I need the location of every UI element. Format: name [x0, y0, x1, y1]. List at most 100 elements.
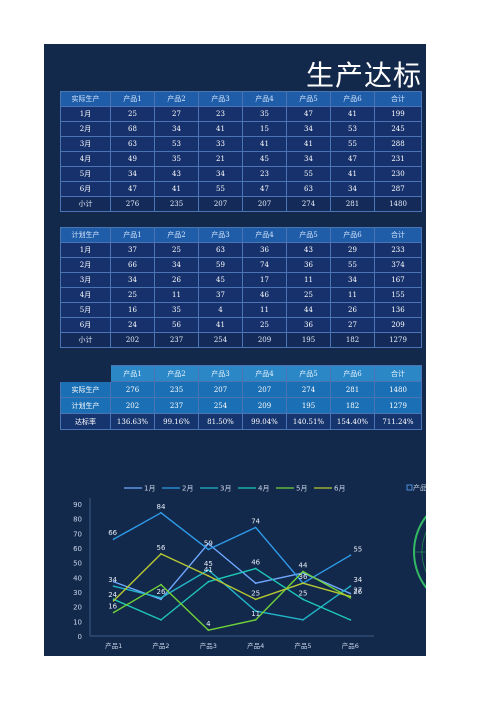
y-tick-label: 30: [73, 589, 82, 597]
table-row: 计划生产 202 237 254 209 195 182 1279: [60, 397, 422, 414]
table-cell: 202: [110, 397, 155, 414]
table-cell: 25: [242, 317, 287, 333]
table-row: 1月 37 25 63 36 43 29 233: [60, 242, 422, 258]
data-point: [160, 583, 162, 586]
table-cell: 27: [154, 106, 199, 122]
page-title: 生产达标: [306, 59, 423, 92]
table-row: 4月 49 35 21 45 34 47 231: [60, 151, 422, 167]
data-label: 55: [353, 545, 362, 553]
table-cell: 237: [154, 332, 199, 348]
table-cell: 25: [110, 287, 155, 303]
table-cell: 136.63%: [110, 413, 155, 430]
table-cell: 34: [286, 121, 331, 137]
table-cell: 27: [330, 317, 375, 333]
table-cell: 140.51%: [286, 413, 331, 430]
data-point: [160, 552, 162, 555]
table-cell: 43: [154, 166, 199, 182]
data-point: [302, 570, 304, 573]
table-cell: 产品1: [110, 227, 155, 243]
legend-label: 6月: [334, 485, 345, 493]
table-cell: 产品4: [242, 365, 287, 382]
table-cell: 195: [286, 397, 331, 414]
table-cell: 276: [110, 196, 155, 212]
table-cell: 23: [242, 166, 287, 182]
row-label-cell: 1月: [60, 242, 111, 258]
data-point: [207, 629, 210, 632]
data-point: [254, 618, 257, 621]
globe-decoration-icon: [413, 515, 426, 589]
table-cell: 33: [198, 136, 243, 152]
data-label: 44: [299, 561, 308, 569]
table-cell: 41: [286, 136, 331, 152]
table-row: 3月 63 53 33 41 41 55 288: [60, 136, 422, 152]
table-cell: 99.04%: [242, 413, 287, 430]
table-cell: 34: [154, 257, 199, 273]
data-label: 4: [206, 620, 211, 628]
table-cell: 711.24%: [374, 413, 422, 430]
data-label: 26: [353, 588, 362, 596]
data-point: [302, 618, 304, 621]
table-cell: 4: [198, 302, 243, 318]
data-point: [112, 585, 115, 588]
table-cell: 182: [330, 397, 375, 414]
table-cell: 26: [154, 272, 199, 288]
table-cell: 45: [242, 151, 287, 167]
achievement-rate-table: 产品1 产品2 产品3 产品4 产品5 产品6 合计 实际生产 276 235 207 207 274 2…: [60, 365, 422, 430]
table-cell: 34: [286, 151, 331, 167]
data-label: 74: [251, 517, 260, 525]
data-point: [254, 598, 257, 601]
legend-label: 5月: [296, 485, 307, 493]
row-label-cell: 1月: [60, 106, 111, 122]
table-cell: 产品3: [198, 91, 243, 107]
row-label-cell: 小计: [60, 332, 111, 348]
table-cell: 55: [330, 257, 375, 273]
table-cell: 合计: [374, 227, 422, 243]
data-point: [160, 618, 162, 621]
table-cell: 35: [242, 106, 287, 122]
table-cell: 207: [242, 381, 287, 398]
table-row: 2月 68 34 41 15 34 53 245: [60, 121, 422, 137]
table-cell: 36: [286, 257, 331, 273]
data-point: [349, 618, 352, 621]
table-cell: 34: [198, 166, 243, 182]
y-tick-label: 90: [73, 501, 82, 509]
series-line: [113, 553, 351, 602]
row-label-cell: 3月: [60, 136, 111, 152]
table-cell: 41: [242, 136, 287, 152]
table-cell: 136: [374, 302, 422, 318]
table-cell: 155: [374, 287, 422, 303]
table-cell: 产品2: [154, 91, 199, 107]
data-point: [302, 582, 304, 585]
table-cell: 74: [242, 257, 287, 273]
x-tick-label: 产品1: [105, 641, 122, 650]
side-legend-label: 产品: [413, 483, 426, 492]
data-point: [349, 585, 352, 588]
table-cell: 36: [242, 242, 287, 258]
row-label-cell: 2月: [60, 121, 111, 137]
series-line: [113, 570, 351, 631]
table-header-row: 产品1 产品2 产品3 产品4 产品5 产品6 合计: [60, 365, 422, 382]
table-cell: 274: [286, 196, 331, 212]
table-cell: 209: [374, 317, 422, 333]
legend-label: 4月: [258, 485, 269, 493]
data-label: 34: [108, 576, 117, 584]
row-label-cell: [60, 365, 111, 382]
table-cell: 产品5: [286, 227, 331, 243]
table-cell: 41: [330, 166, 375, 182]
table-cell: 产品6: [330, 365, 375, 382]
table-cell: 11: [242, 302, 287, 318]
table-cell: 产品6: [330, 91, 375, 107]
planned-production-table: 计划生产 产品1 产品2 产品3 产品4 产品5 产品6 合计 1月 37 25 63 36 43 29 23…: [60, 227, 422, 348]
row-label-cell: 计划生产: [60, 227, 111, 243]
data-point: [349, 592, 352, 595]
series-line: [113, 512, 351, 584]
row-label-cell: 5月: [60, 166, 111, 182]
table-cell: 产品1: [110, 365, 155, 382]
table-cell: 16: [110, 302, 155, 318]
table-cell: 47: [242, 181, 287, 197]
table-cell: 1480: [374, 381, 422, 398]
y-tick-label: 60: [73, 545, 82, 553]
table-cell: 53: [330, 121, 375, 137]
table-cell: 26: [330, 302, 375, 318]
